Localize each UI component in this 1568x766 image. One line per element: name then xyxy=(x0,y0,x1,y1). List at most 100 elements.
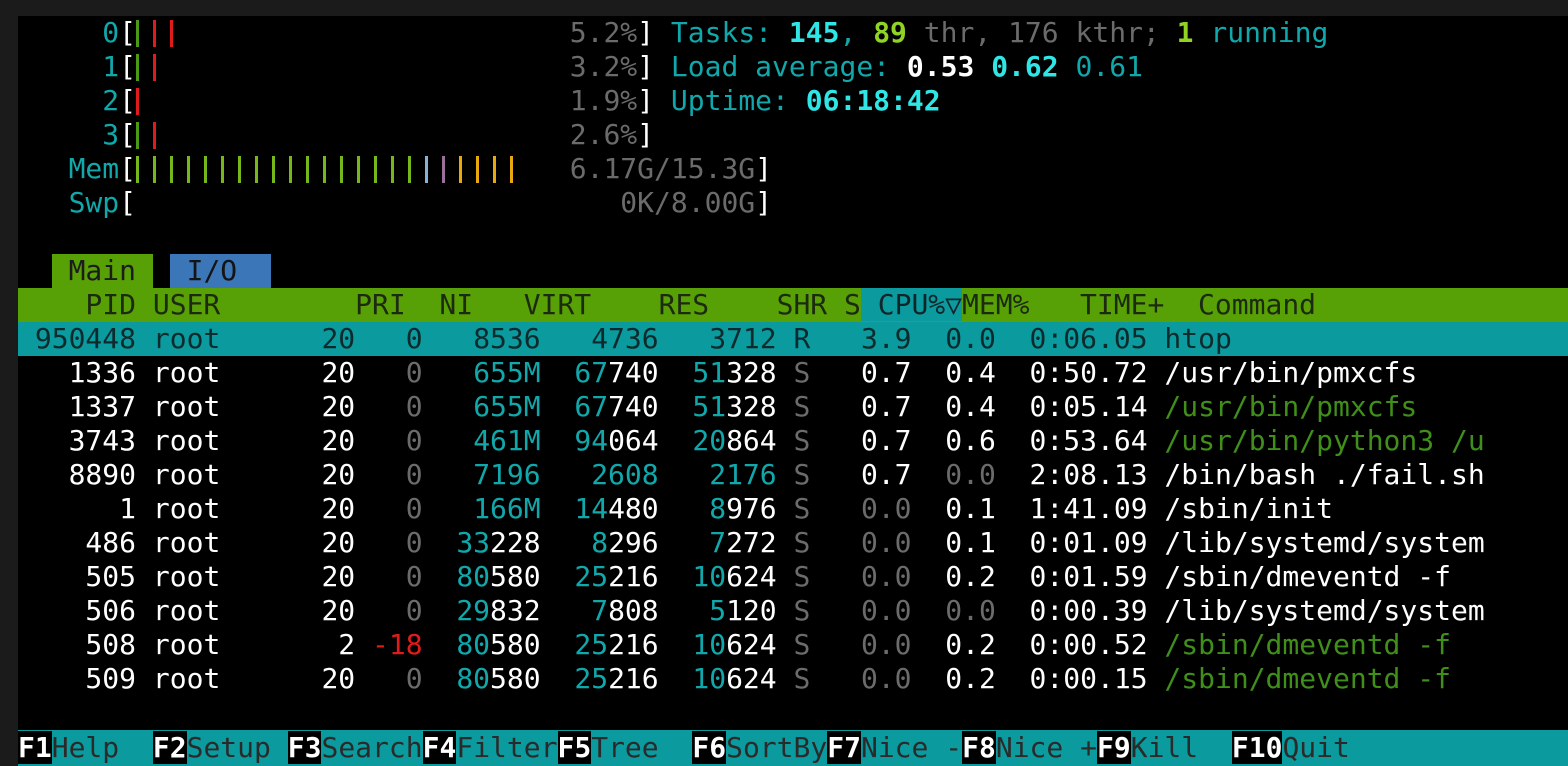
fkey-label-help[interactable]: Help xyxy=(51,731,153,764)
cell-nice: 0 xyxy=(372,390,423,423)
fkey-f1[interactable]: F1 xyxy=(18,731,52,764)
gap-8 xyxy=(1148,526,1165,559)
cell-shr-low: 624 xyxy=(726,628,777,661)
process-list[interactable]: 950448 root 20 0 8536 4736 3712 R 3.9 0.… xyxy=(18,322,1568,696)
gap-1 xyxy=(136,594,153,627)
cell-time: 0:00.15 xyxy=(995,662,1148,695)
fkey-f8[interactable]: F8 xyxy=(962,731,996,764)
cell-virt-low: 228 xyxy=(490,526,541,559)
process-row[interactable]: 505 root 20 0 80580 25216 10624 S 0.0 0.… xyxy=(18,560,1568,594)
cell-shr: 3712 xyxy=(709,322,777,355)
cell-res-pad xyxy=(557,390,574,423)
cell-command: /sbin/init xyxy=(1164,492,1333,525)
fkey-label-setup[interactable]: Setup xyxy=(186,731,288,764)
fkey-label-kill[interactable]: Kill xyxy=(1130,731,1232,764)
fkey-f7[interactable]: F7 xyxy=(827,731,861,764)
process-row[interactable]: 1336 root 20 0 655M 67740 51328 S 0.7 0.… xyxy=(18,356,1568,390)
cpu-meter-0-value: 5.2% xyxy=(536,16,638,49)
gap-5 xyxy=(659,390,676,423)
process-row[interactable]: 3743 root 20 0 461M 94064 20864 S 0.7 0.… xyxy=(18,424,1568,458)
fkey-f3[interactable]: F3 xyxy=(287,731,322,764)
cell-nice: 0 xyxy=(372,424,423,457)
fkey-f4[interactable]: F4 xyxy=(422,731,457,764)
cell-shr-high: 10 xyxy=(692,560,727,593)
cell-pid: 3743 xyxy=(18,424,137,457)
cell-res-low: 296 xyxy=(608,526,659,559)
gap-1 xyxy=(136,662,153,695)
cell-shr-pad xyxy=(676,492,710,525)
cell-command: /lib/systemd/system xyxy=(1164,526,1485,559)
column-header-cpu-sorted[interactable]: CPU%▽ xyxy=(860,288,963,321)
cell-time: 0:01.09 xyxy=(995,526,1148,559)
fkey-label-search[interactable]: Search xyxy=(321,731,423,764)
fkey-label-sortby[interactable]: SortBy xyxy=(726,731,828,764)
fkey-label-nice-[interactable]: Nice + xyxy=(995,731,1097,764)
load-avg-5min: 0.62 xyxy=(991,50,1059,83)
cpu-meter-2-label: 2 xyxy=(18,84,120,117)
cell-state: S xyxy=(793,356,811,389)
cell-pid: 508 xyxy=(18,628,137,661)
process-row[interactable]: 1337 root 20 0 655M 67740 51328 S 0.7 0.… xyxy=(18,390,1568,424)
cell-virt-high: 80 xyxy=(456,560,491,593)
process-row[interactable]: 506 root 20 0 29832 7808 5120 S 0.0 0.0 … xyxy=(18,594,1568,628)
process-row-selected[interactable]: 950448 root 20 0 8536 4736 3712 R 3.9 0.… xyxy=(18,322,1568,356)
cell-user: root xyxy=(152,560,288,593)
cell-virt-low: 580 xyxy=(490,662,541,695)
cell-pri: 20 xyxy=(287,356,356,389)
gap-7 xyxy=(810,390,827,423)
cell-res-pad xyxy=(557,628,574,661)
cell-mem-percent: 0.6 xyxy=(911,424,996,457)
screen-tabs[interactable]: Main I/O xyxy=(18,254,1568,288)
gap-6 xyxy=(777,560,794,593)
cell-res-high: 67 xyxy=(574,390,609,423)
cell-shr-high: 10 xyxy=(692,662,727,695)
cell-pri: 20 xyxy=(287,594,356,627)
gap-6 xyxy=(777,492,794,525)
cpu-meter-0-bar xyxy=(136,16,536,50)
process-row[interactable]: 509 root 20 0 80580 25216 10624 S 0.0 0.… xyxy=(18,662,1568,696)
tab-main[interactable]: Main xyxy=(51,254,153,288)
cell-cpu-percent: 0.0 xyxy=(827,492,912,525)
column-headers-left[interactable]: PID USER PRI NI VIRT RES SHR S xyxy=(18,288,861,321)
cell-virt-pad xyxy=(439,390,473,423)
cpu-meter-2-bracket-close: ] xyxy=(637,84,655,117)
gap-5 xyxy=(659,492,676,525)
memory-meter-value: 6.17G/15.3G xyxy=(536,152,756,185)
process-row[interactable]: 1 root 20 0 166M 14480 8976 S 0.0 0.1 1:… xyxy=(18,492,1568,526)
gap-3 xyxy=(423,390,440,423)
cell-res-pad xyxy=(557,356,574,389)
fkey-f2[interactable]: F2 xyxy=(152,731,187,764)
column-headers-right[interactable]: MEM% TIME+ Command xyxy=(962,288,1317,321)
process-row[interactable]: 486 root 20 0 33228 8296 7272 S 0.0 0.1 … xyxy=(18,526,1568,560)
swap-meter-bracket-close: ] xyxy=(755,186,773,219)
cell-res-pad xyxy=(557,526,591,559)
cpu-meter-1: 1[ 3.2%] Load average: 0.53 0.62 0.61 xyxy=(18,50,1568,84)
cell-virt: 655M xyxy=(473,356,541,389)
cell-shr-high: 51 xyxy=(692,390,727,423)
cell-virt-pad xyxy=(439,322,473,355)
cell-res-low: 808 xyxy=(608,594,659,627)
gap-3 xyxy=(423,662,440,695)
cell-shr-high: 51 xyxy=(692,356,727,389)
fkey-f6[interactable]: F6 xyxy=(692,731,727,764)
fkey-f9[interactable]: F9 xyxy=(1097,731,1131,764)
process-row[interactable]: 8890 root 20 0 7196 2608 2176 S 0.7 0.0 … xyxy=(18,458,1568,492)
cpu-meter-1-tick xyxy=(136,54,140,81)
fkey-label-quit[interactable]: Quit xyxy=(1282,731,1384,764)
cell-time: 0:50.72 xyxy=(995,356,1148,389)
fkey-label-nice-[interactable]: Nice - xyxy=(860,731,963,764)
cpu-meter-0-tick xyxy=(136,20,140,47)
fkey-f10[interactable]: F10 xyxy=(1231,731,1283,764)
function-key-bar[interactable]: F1Help F2Setup F3SearchF4FilterF5Tree F6… xyxy=(18,730,1568,766)
cpu-meter-3-tick xyxy=(136,122,140,149)
cell-nice: 0 xyxy=(372,356,423,389)
table-header-row[interactable]: PID USER PRI NI VIRT RES SHR S CPU%▽MEM%… xyxy=(18,288,1568,322)
tab-io[interactable]: I/O xyxy=(169,254,271,288)
cell-pri: 20 xyxy=(287,526,356,559)
cell-mem-percent: 0.4 xyxy=(911,356,996,389)
memory-meter-label: Mem xyxy=(18,152,120,185)
fkey-label-filter[interactable]: Filter xyxy=(456,731,558,764)
fkey-f5[interactable]: F5 xyxy=(557,731,592,764)
process-row[interactable]: 508 root 2 -18 80580 25216 10624 S 0.0 0… xyxy=(18,628,1568,662)
fkey-label-tree[interactable]: Tree xyxy=(591,731,693,764)
